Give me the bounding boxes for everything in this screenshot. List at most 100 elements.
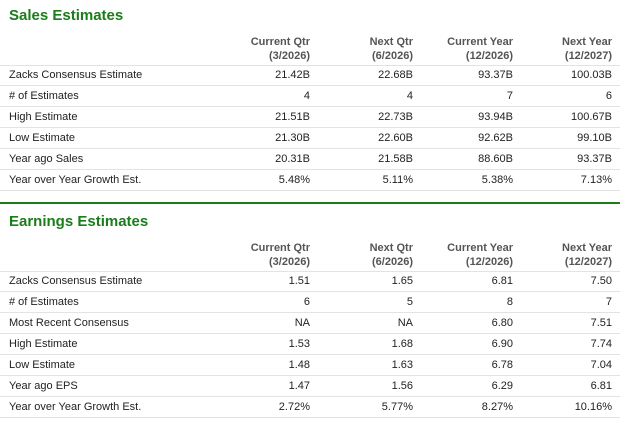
row-divider — [0, 106, 620, 107]
row-divider — [0, 375, 620, 376]
row-label: # of Estimates — [9, 90, 79, 102]
cell-value: 21.58B — [378, 153, 413, 165]
row-divider — [0, 271, 620, 272]
column-header: Next Year — [562, 36, 612, 48]
row-divider — [0, 148, 620, 149]
row-divider — [0, 312, 620, 313]
cell-value: 1.63 — [391, 359, 413, 371]
cell-value: 1.47 — [288, 380, 310, 392]
cell-value: 6.81 — [491, 275, 513, 287]
cell-value: 5.38% — [481, 174, 513, 186]
column-header: (6/2026) — [372, 256, 413, 268]
cell-value: 5 — [406, 296, 413, 308]
cell-value: 6.81 — [590, 380, 612, 392]
column-header: (12/2027) — [564, 50, 612, 62]
row-label: High Estimate — [9, 338, 78, 350]
row-divider — [0, 190, 620, 191]
column-header: (12/2027) — [564, 256, 612, 268]
row-divider — [0, 354, 620, 355]
column-header: Next Qtr — [369, 36, 413, 48]
cell-value: 22.73B — [378, 111, 413, 123]
row-label: Zacks Consensus Estimate — [9, 69, 143, 81]
column-header: Next Year — [562, 242, 612, 254]
section-title: Earnings Estimates — [9, 213, 149, 230]
row-label: # of Estimates — [9, 296, 79, 308]
cell-value: 6 — [605, 90, 612, 102]
cell-value: 5.77% — [381, 401, 413, 413]
cell-value: NA — [397, 317, 413, 329]
cell-value: 8 — [506, 296, 513, 308]
column-header: Current Year — [447, 36, 513, 48]
cell-value: 6.78 — [491, 359, 513, 371]
cell-value: 7.50 — [590, 275, 612, 287]
cell-value: 4 — [406, 90, 413, 102]
column-header: Current Qtr — [250, 242, 310, 254]
cell-value: 1.53 — [288, 338, 310, 350]
cell-value: 22.68B — [378, 69, 413, 81]
row-label: Low Estimate — [9, 132, 76, 144]
cell-value: 6.80 — [491, 317, 513, 329]
cell-value: 6 — [303, 296, 310, 308]
cell-value: 93.37B — [478, 69, 513, 81]
column-header: (6/2026) — [372, 50, 413, 62]
cell-value: 21.30B — [275, 132, 310, 144]
cell-value: 7 — [506, 90, 513, 102]
cell-value: 1.48 — [288, 359, 310, 371]
cell-value: 8.27% — [481, 401, 513, 413]
cell-value: 1.51 — [288, 275, 310, 287]
cell-value: 20.31B — [275, 153, 310, 165]
cell-value: 21.42B — [275, 69, 310, 81]
cell-value: 93.37B — [577, 153, 612, 165]
column-header: Current Year — [447, 242, 513, 254]
cell-value: 7.04 — [590, 359, 612, 371]
row-divider — [0, 396, 620, 397]
row-divider — [0, 291, 620, 292]
cell-value: 99.10B — [577, 132, 612, 144]
column-header: (12/2026) — [465, 50, 513, 62]
cell-value: 1.65 — [391, 275, 413, 287]
cell-value: 22.60B — [378, 132, 413, 144]
row-label: Year over Year Growth Est. — [9, 401, 142, 413]
section-title: Sales Estimates — [9, 7, 124, 24]
row-label: High Estimate — [9, 111, 78, 123]
cell-value: 100.03B — [571, 69, 612, 81]
row-divider — [0, 169, 620, 170]
row-label: Low Estimate — [9, 359, 76, 371]
cell-value: 6.90 — [491, 338, 513, 350]
row-divider — [0, 65, 620, 66]
column-header: (3/2026) — [269, 50, 310, 62]
row-label: Year ago Sales — [9, 153, 84, 165]
cell-value: 88.60B — [478, 153, 513, 165]
cell-value: 7.13% — [580, 174, 612, 186]
cell-value: 21.51B — [275, 111, 310, 123]
row-label: Year over Year Growth Est. — [9, 174, 142, 186]
cell-value: 2.72% — [278, 401, 310, 413]
row-divider — [0, 127, 620, 128]
row-label: Most Recent Consensus — [9, 317, 129, 329]
column-header: (12/2026) — [465, 256, 513, 268]
column-header: Next Qtr — [369, 242, 413, 254]
cell-value: 100.67B — [571, 111, 612, 123]
column-header: Current Qtr — [250, 36, 310, 48]
cell-value: 7.74 — [590, 338, 612, 350]
cell-value: 6.29 — [491, 380, 513, 392]
cell-value: 7.51 — [590, 317, 612, 329]
cell-value: 5.11% — [382, 174, 413, 186]
row-divider — [0, 85, 620, 86]
cell-value: 92.62B — [478, 132, 513, 144]
row-divider — [0, 417, 620, 418]
cell-value: 5.48% — [278, 174, 310, 186]
column-header: (3/2026) — [269, 256, 310, 268]
cell-value: 93.94B — [478, 111, 513, 123]
cell-value: 10.16% — [574, 401, 612, 413]
row-label: Zacks Consensus Estimate — [9, 275, 143, 287]
row-divider — [0, 333, 620, 334]
section-separator — [0, 202, 620, 204]
cell-value: 1.68 — [391, 338, 413, 350]
cell-value: NA — [294, 317, 310, 329]
cell-value: 4 — [303, 90, 310, 102]
row-label: Year ago EPS — [9, 380, 78, 392]
cell-value: 1.56 — [391, 380, 413, 392]
cell-value: 7 — [605, 296, 612, 308]
